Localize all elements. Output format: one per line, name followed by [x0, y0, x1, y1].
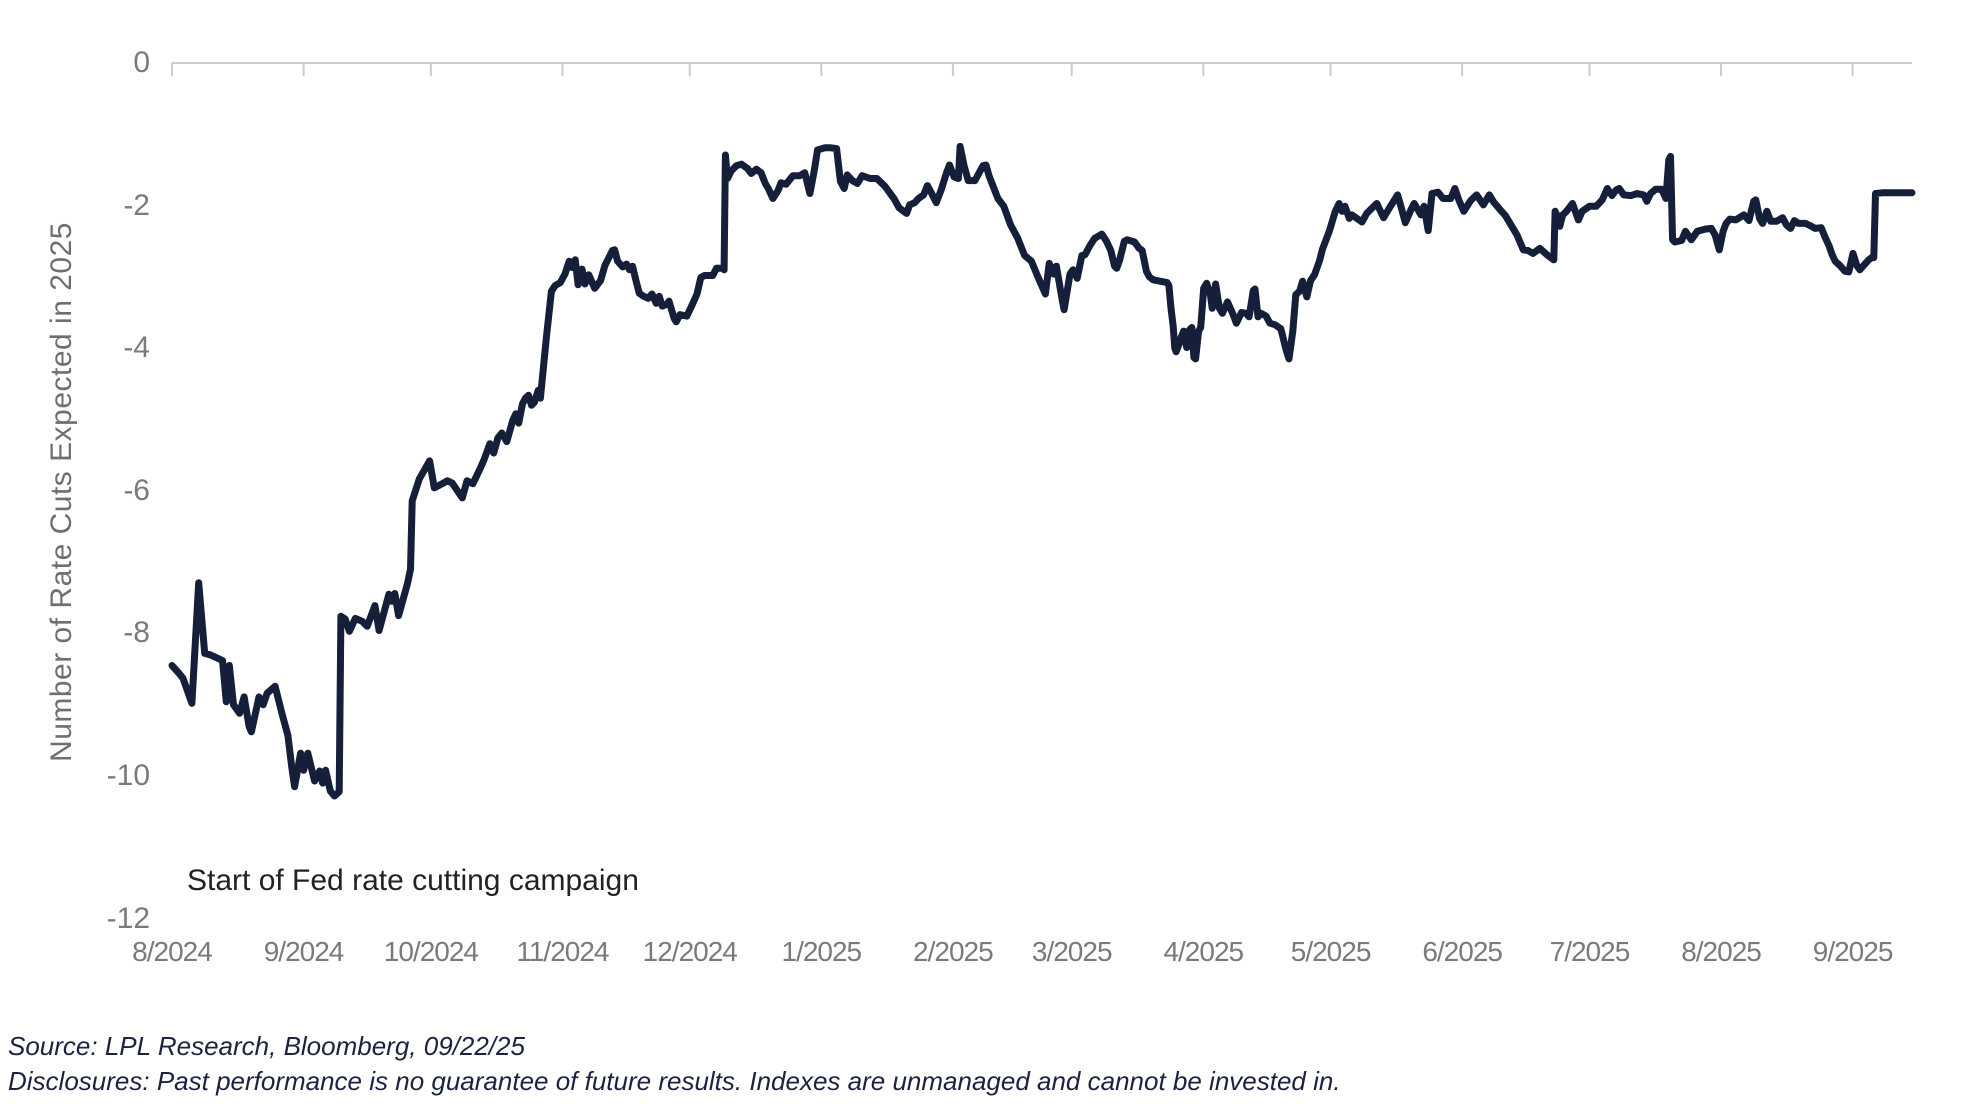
disclosures-text: Disclosures: Past performance is no guar…: [8, 1066, 1341, 1096]
y-tick-label: -8: [123, 616, 150, 650]
x-tick-label: 8/2024: [132, 936, 213, 967]
x-tick-label: 10/2024: [383, 936, 479, 967]
y-tick-label: -2: [123, 188, 150, 222]
y-tick-label: 0: [133, 46, 150, 79]
y-tick-label: -4: [123, 331, 150, 365]
x-tick-label: 12/2024: [642, 936, 738, 967]
y-tick-label: -10: [106, 759, 150, 792]
x-tick-label: 1/2025: [781, 936, 862, 967]
x-tick-label: 5/2025: [1290, 936, 1372, 967]
rate-cuts-series-line: [168, 142, 1916, 800]
x-tick-label: 7/2025: [1549, 936, 1631, 967]
x-tick-label: 9/2024: [263, 936, 345, 967]
source-text: Source: LPL Research, Bloomberg, 09/22/2…: [8, 1031, 525, 1061]
x-tick-label: 11/2024: [516, 936, 609, 967]
x-tick-label: 2/2025: [913, 936, 994, 967]
x-tick-label: 8/2025: [1681, 936, 1762, 967]
x-tick-label: 9/2025: [1812, 936, 1894, 967]
x-tick-label: 6/2025: [1422, 936, 1503, 967]
y-tick-label: -6: [123, 473, 150, 507]
y-tick-label: -12: [106, 901, 150, 935]
chart-annotation: Start of Fed rate cutting campaign: [187, 864, 639, 897]
x-tick-label: 3/2025: [1031, 936, 1113, 967]
x-tick-label: 4/2025: [1163, 936, 1244, 967]
